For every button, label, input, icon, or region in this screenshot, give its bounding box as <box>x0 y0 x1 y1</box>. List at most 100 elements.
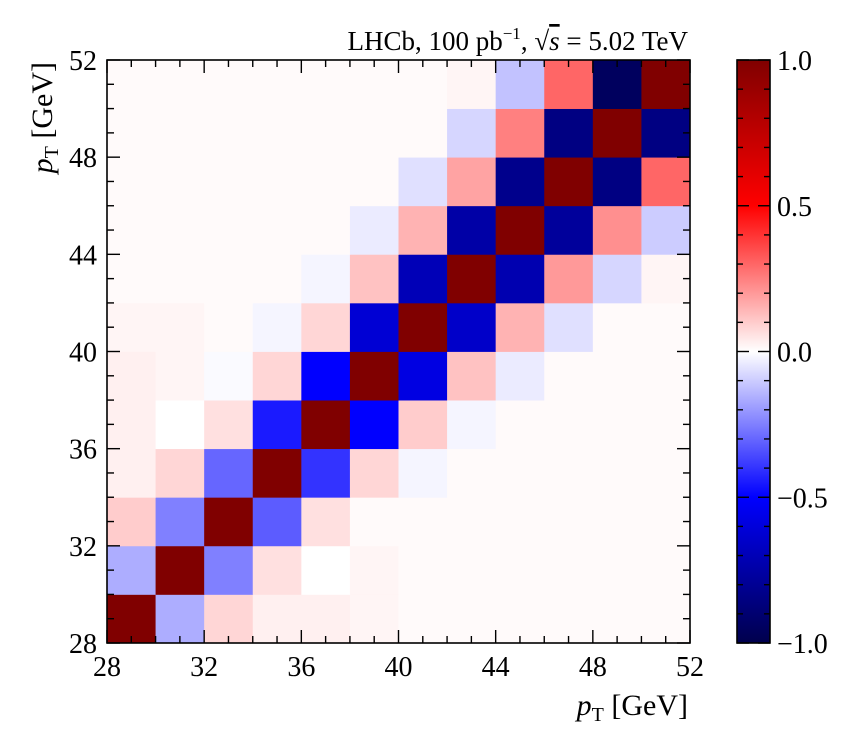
heatmap-cell-1-11 <box>641 545 691 595</box>
heatmap-cell-6-1 <box>155 302 205 352</box>
heatmap-cell-3-2 <box>204 448 254 498</box>
heatmap-cell-11-4 <box>301 60 351 109</box>
heatmap-cell-10-0 <box>107 108 156 158</box>
heatmap-cell-3-8 <box>495 448 545 498</box>
heatmap-cell-0-4 <box>301 594 351 644</box>
heatmap-cells <box>107 60 691 644</box>
heatmap-cell-2-8 <box>495 497 545 547</box>
heatmap-cell-1-4 <box>301 545 351 595</box>
y-tick-label: 36 <box>69 435 97 466</box>
heatmap-cell-2-11 <box>641 497 691 547</box>
heatmap-cell-0-9 <box>544 594 594 644</box>
heatmap-cell-9-11 <box>641 157 691 207</box>
heatmap-cell-8-8 <box>495 205 545 255</box>
heatmap-cell-0-5 <box>349 594 399 644</box>
heatmap-cell-3-11 <box>641 448 691 498</box>
heatmap-cell-11-6 <box>398 60 448 109</box>
colorbar-tick-label: 0.5 <box>777 192 812 223</box>
heatmap-cell-10-3 <box>252 108 302 158</box>
heatmap-cell-2-5 <box>349 497 399 547</box>
chart-title: LHCb, 100 pb−1, √s = 5.02 TeV <box>347 24 688 56</box>
heatmap-cell-5-10 <box>592 351 642 401</box>
heatmap-cell-0-11 <box>641 594 691 644</box>
heatmap-cell-10-10 <box>592 108 642 158</box>
heatmap-cell-2-9 <box>544 497 594 547</box>
heatmap-cell-5-3 <box>252 351 302 401</box>
heatmap-cell-1-2 <box>204 545 254 595</box>
heatmap-cell-9-8 <box>495 157 545 207</box>
heatmap-cell-11-2 <box>204 60 254 109</box>
heatmap-cell-6-0 <box>107 302 156 352</box>
heatmap-cell-4-7 <box>447 400 497 450</box>
heatmap-cell-10-5 <box>349 108 399 158</box>
heatmap-cell-5-11 <box>641 351 691 401</box>
heatmap-cell-3-9 <box>544 448 594 498</box>
heatmap-cell-7-2 <box>204 254 254 304</box>
heatmap-cell-8-5 <box>349 205 399 255</box>
heatmap-cell-8-6 <box>398 205 448 255</box>
heatmap-cell-5-2 <box>204 351 254 401</box>
heatmap-cell-7-11 <box>641 254 691 304</box>
heatmap-cell-10-2 <box>204 108 254 158</box>
heatmap-cell-7-1 <box>155 254 205 304</box>
heatmap-cell-9-7 <box>447 157 497 207</box>
heatmap-cell-6-11 <box>641 302 691 352</box>
heatmap-cell-6-8 <box>495 302 545 352</box>
heatmap-cell-3-7 <box>447 448 497 498</box>
heatmap-cell-5-4 <box>301 351 351 401</box>
heatmap-cell-10-9 <box>544 108 594 158</box>
heatmap-cell-8-3 <box>252 205 302 255</box>
heatmap-cell-1-6 <box>398 545 448 595</box>
heatmap-cell-6-6 <box>398 302 448 352</box>
axis-ticks <box>106 59 691 644</box>
heatmap-cell-4-9 <box>544 400 594 450</box>
heatmap-cell-8-9 <box>544 205 594 255</box>
x-tick-label: 48 <box>579 652 607 683</box>
heatmap-cell-4-11 <box>641 400 691 450</box>
heatmap-cell-1-7 <box>447 545 497 595</box>
heatmap-cell-6-10 <box>592 302 642 352</box>
heatmap-cell-9-10 <box>592 157 642 207</box>
heatmap-cell-2-3 <box>252 497 302 547</box>
heatmap-cell-2-10 <box>592 497 642 547</box>
heatmap-cell-3-10 <box>592 448 642 498</box>
heatmap-cell-6-3 <box>252 302 302 352</box>
heatmap-cell-3-0 <box>107 448 156 498</box>
heatmap-cell-5-6 <box>398 351 448 401</box>
heatmap-cell-11-8 <box>495 60 545 109</box>
heatmap-cell-5-0 <box>107 351 156 401</box>
heatmap-cell-4-4 <box>301 400 351 450</box>
heatmap-cell-7-10 <box>592 254 642 304</box>
y-tick-label: 48 <box>69 143 97 174</box>
heatmap-cell-8-0 <box>107 205 156 255</box>
heatmap-cell-4-6 <box>398 400 448 450</box>
heatmap-cell-2-7 <box>447 497 497 547</box>
heatmap-cell-0-0 <box>107 594 156 644</box>
heatmap-cell-7-5 <box>349 254 399 304</box>
colorbar-tick-label: 0.0 <box>777 338 812 369</box>
heatmap-cell-9-9 <box>544 157 594 207</box>
heatmap-cell-11-5 <box>349 60 399 109</box>
heatmap-cell-7-9 <box>544 254 594 304</box>
heatmap-cell-3-6 <box>398 448 448 498</box>
colorbar-ticks: −1.0 −0.5 0.0 0.5 1.0 <box>737 46 828 660</box>
heatmap-cell-0-7 <box>447 594 497 644</box>
y-tick-label: 40 <box>69 338 97 369</box>
heatmap-cell-7-0 <box>107 254 156 304</box>
x-tick-label: 40 <box>385 652 413 683</box>
heatmap-cell-1-8 <box>495 545 545 595</box>
heatmap-cell-4-5 <box>349 400 399 450</box>
heatmap-cell-7-3 <box>252 254 302 304</box>
heatmap-cell-2-6 <box>398 497 448 547</box>
heatmap-cell-1-9 <box>544 545 594 595</box>
heatmap-cell-11-10 <box>592 60 642 109</box>
heatmap-cell-2-0 <box>107 497 156 547</box>
heatmap-cell-2-2 <box>204 497 254 547</box>
heatmap-cell-0-3 <box>252 594 302 644</box>
heatmap-cell-7-4 <box>301 254 351 304</box>
heatmap-cell-3-5 <box>349 448 399 498</box>
heatmap-cell-9-5 <box>349 157 399 207</box>
heatmap-cell-10-7 <box>447 108 497 158</box>
heatmap-cell-1-5 <box>349 545 399 595</box>
